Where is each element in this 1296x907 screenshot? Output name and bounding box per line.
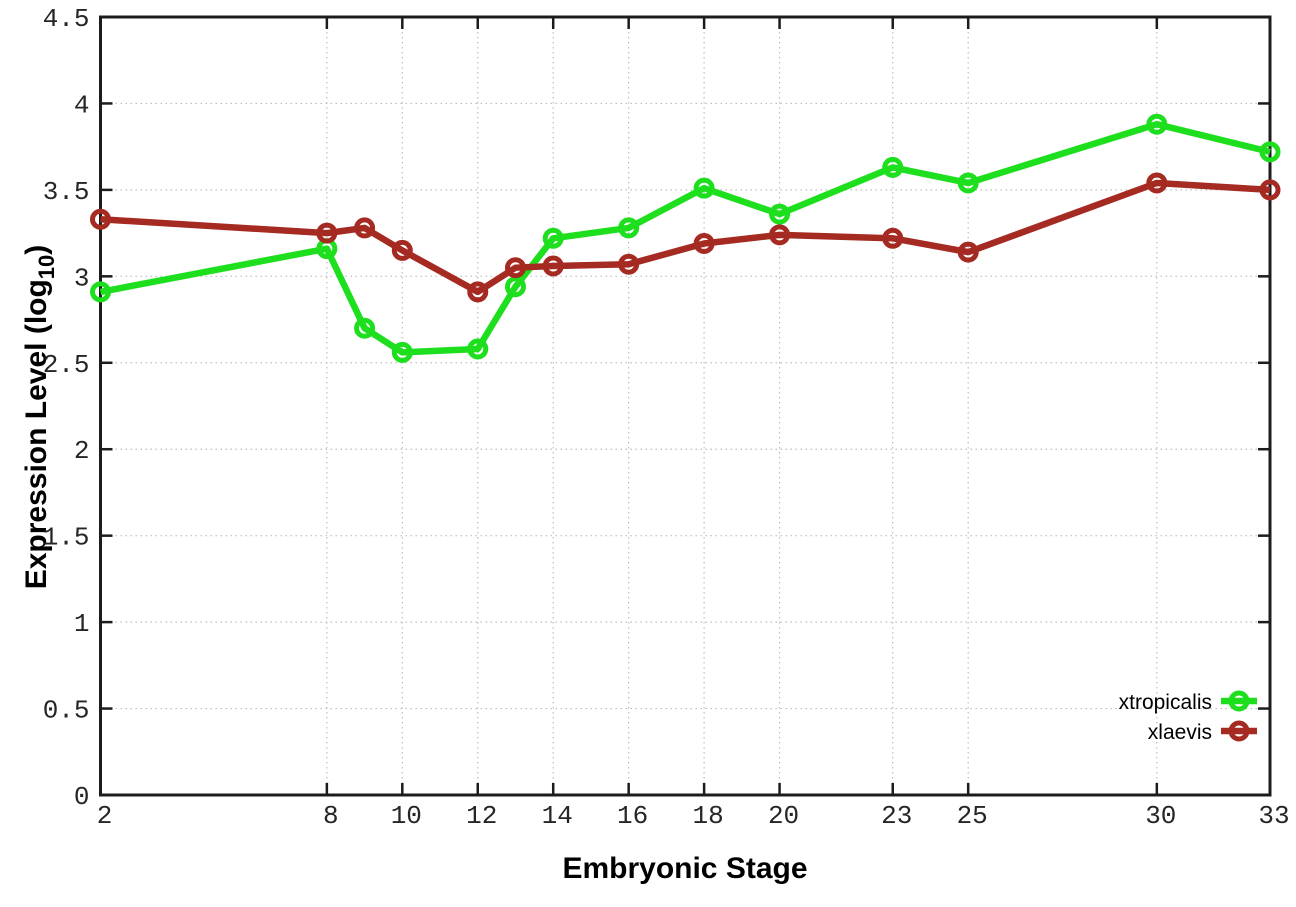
- y-axis-title: Expression Level (log10): [20, 245, 59, 590]
- data-point-xlaevis: [90, 208, 111, 230]
- data-point-xlaevis: [1259, 179, 1281, 201]
- legend-label-xtropicalis: xtropicalis: [1119, 691, 1212, 714]
- x-tick-label: 14: [542, 801, 573, 831]
- x-tick-label: 18: [693, 801, 724, 831]
- y-tick-label: 2: [74, 436, 90, 466]
- x-tick-label: 10: [391, 801, 422, 831]
- y-tick-label: 4.5: [43, 4, 90, 34]
- data-point-xlaevis: [467, 281, 489, 303]
- data-point-xtropicalis: [504, 276, 526, 298]
- x-tick-label: 30: [1145, 801, 1176, 831]
- x-axis-title: Embryonic Stage: [562, 852, 807, 885]
- x-tick-label: 16: [617, 801, 648, 831]
- data-point-xtropicalis: [1146, 113, 1168, 135]
- y-tick-label: 4: [74, 90, 90, 120]
- legend-marker-icon: [1228, 720, 1250, 742]
- data-point-xlaevis: [693, 232, 715, 254]
- y-axis-title-subscript: 10: [34, 255, 59, 279]
- y-axis-title-main: Expression Level (log: [20, 279, 53, 589]
- data-point-xtropicalis: [391, 341, 413, 363]
- x-tick-label: 8: [323, 801, 339, 831]
- data-point-xtropicalis: [1259, 141, 1281, 163]
- legend-entry-xlaevis: xlaevis: [1148, 720, 1257, 744]
- data-point-xlaevis: [354, 217, 376, 239]
- series-line-xtropicalis: [99, 120, 1271, 356]
- data-point-xtropicalis: [354, 317, 376, 339]
- y-tick-label: 1.5: [43, 523, 90, 553]
- y-tick-label: 3: [74, 263, 90, 293]
- data-point-xlaevis: [542, 255, 564, 277]
- data-point-xlaevis: [618, 253, 640, 275]
- data-point-xlaevis: [957, 241, 979, 263]
- data-point-xtropicalis: [618, 217, 640, 239]
- y-tick-label: 3.5: [43, 177, 90, 207]
- x-tick-label: 2: [97, 801, 113, 831]
- y-tick-label: 0.5: [43, 696, 90, 726]
- data-point-xlaevis: [504, 257, 526, 279]
- data-point-xlaevis: [316, 222, 338, 244]
- data-point-xtropicalis: [957, 172, 979, 194]
- data-point-xlaevis: [882, 227, 904, 249]
- data-point-xtropicalis: [90, 281, 111, 303]
- legend-marker-icon: [1228, 690, 1250, 712]
- data-point-xlaevis: [391, 239, 413, 261]
- data-point-xtropicalis: [542, 227, 564, 249]
- y-tick-label: 1: [74, 609, 90, 639]
- data-point-xtropicalis: [467, 338, 489, 360]
- data-point-xtropicalis: [769, 203, 791, 225]
- x-tick-label: 33: [1258, 801, 1289, 831]
- legend: xtropicalis xlaevis: [1119, 690, 1257, 744]
- plot-border: [99, 15, 1272, 797]
- x-tick-label: 23: [881, 801, 912, 831]
- x-tick-label: 25: [957, 801, 988, 831]
- legend-label-xlaevis: xlaevis: [1148, 721, 1212, 744]
- y-axis-title-end: ): [20, 245, 53, 255]
- x-tick-label: 20: [768, 801, 799, 831]
- data-point-xlaevis: [769, 224, 791, 246]
- legend-entry-xtropicalis: xtropicalis: [1119, 690, 1257, 714]
- x-tick-label: 12: [466, 801, 497, 831]
- data-point-xtropicalis: [882, 156, 904, 178]
- data-point-xlaevis: [1146, 172, 1168, 194]
- plot-area: 2 8 10 12 14 16 18 20 23 25 30 33 0 0.5 1 1.5 2 2.5 3 3.5 4 4…: [43, 4, 1290, 831]
- y-tick-label: 2.5: [43, 350, 90, 380]
- y-tick-label: 0: [74, 782, 90, 812]
- data-point-xtropicalis: [693, 177, 715, 199]
